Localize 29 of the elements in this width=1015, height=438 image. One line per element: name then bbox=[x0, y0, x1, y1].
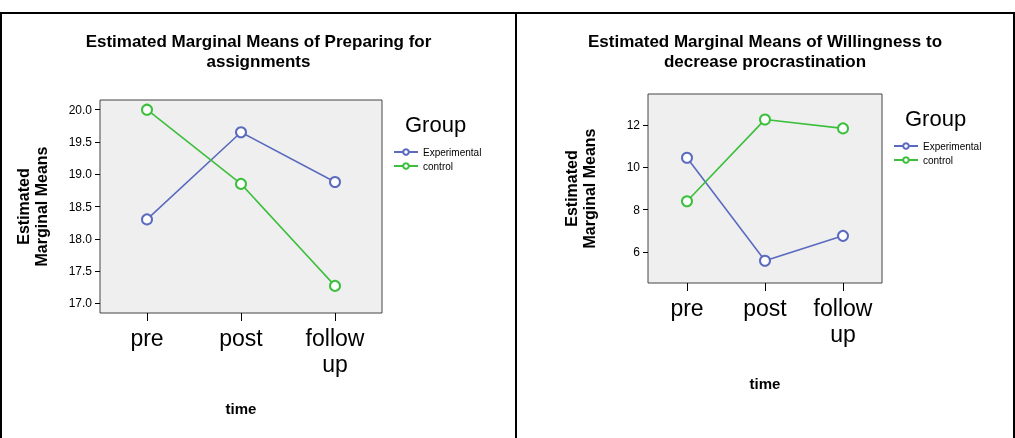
y-tick-label: 20.0 bbox=[68, 102, 93, 117]
x-tick-label: pre bbox=[670, 295, 704, 321]
x-tick-label: follow up bbox=[305, 325, 365, 377]
x-tick-label: post bbox=[743, 295, 788, 321]
y-tick-label: 10 bbox=[626, 160, 641, 175]
x-axis-title: time bbox=[749, 375, 781, 392]
y-tick-label: 18.5 bbox=[68, 199, 93, 214]
y-tick-label: 8 bbox=[633, 202, 641, 217]
x-tick-label: post bbox=[219, 325, 264, 351]
y-tick-label: 19.0 bbox=[68, 167, 93, 182]
legend-label: Experimental bbox=[423, 146, 482, 158]
chart-title: Estimated Marginal Means of Preparing for assignments bbox=[85, 31, 432, 71]
legend-label: Experimental bbox=[923, 140, 982, 152]
y-axis-title: Estimated Marginal Means bbox=[14, 146, 50, 267]
x-axis-title: time bbox=[225, 400, 257, 417]
y-tick-label: 6 bbox=[633, 245, 641, 260]
y-tick-label: 19.5 bbox=[68, 134, 93, 149]
chart-title: Estimated Marginal Means of Willingness to decrease procrastination bbox=[587, 31, 943, 71]
legend-label: control bbox=[423, 160, 454, 172]
y-tick-label: 12 bbox=[626, 117, 641, 132]
x-tick-label: pre bbox=[130, 325, 164, 351]
x-tick-label: follow up bbox=[813, 295, 873, 347]
legend-title: Group bbox=[905, 105, 967, 131]
y-tick-label: 17.0 bbox=[68, 296, 93, 311]
legend-title: Group bbox=[405, 111, 467, 137]
y-tick-label: 18.0 bbox=[68, 231, 93, 246]
y-axis-title: Estimated Marginal Means bbox=[562, 128, 598, 249]
y-tick-label: 17.5 bbox=[68, 264, 93, 279]
legend-label: control bbox=[923, 154, 954, 166]
